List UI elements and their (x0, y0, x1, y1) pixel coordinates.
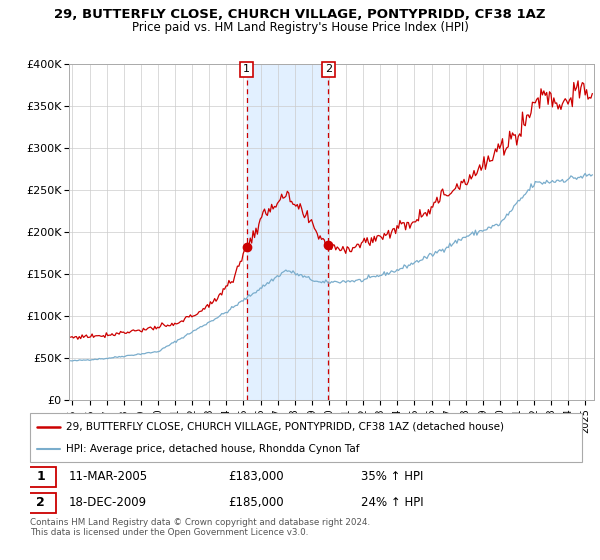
Text: £185,000: £185,000 (229, 496, 284, 509)
Text: 1: 1 (243, 64, 250, 74)
Text: 29, BUTTERFLY CLOSE, CHURCH VILLAGE, PONTYPRIDD, CF38 1AZ (detached house): 29, BUTTERFLY CLOSE, CHURCH VILLAGE, PON… (66, 422, 504, 432)
Text: Contains HM Land Registry data © Crown copyright and database right 2024.
This d: Contains HM Land Registry data © Crown c… (30, 518, 370, 538)
FancyBboxPatch shape (25, 493, 56, 513)
Text: 29, BUTTERFLY CLOSE, CHURCH VILLAGE, PONTYPRIDD, CF38 1AZ: 29, BUTTERFLY CLOSE, CHURCH VILLAGE, PON… (54, 8, 546, 21)
Text: 2: 2 (325, 64, 332, 74)
Text: 35% ↑ HPI: 35% ↑ HPI (361, 470, 424, 483)
Text: HPI: Average price, detached house, Rhondda Cynon Taf: HPI: Average price, detached house, Rhon… (66, 444, 359, 454)
Text: 18-DEC-2009: 18-DEC-2009 (68, 496, 147, 509)
FancyBboxPatch shape (25, 467, 56, 487)
Text: 11-MAR-2005: 11-MAR-2005 (68, 470, 148, 483)
Text: £183,000: £183,000 (229, 470, 284, 483)
Text: 2: 2 (36, 496, 45, 509)
Text: Price paid vs. HM Land Registry's House Price Index (HPI): Price paid vs. HM Land Registry's House … (131, 21, 469, 34)
Text: 24% ↑ HPI: 24% ↑ HPI (361, 496, 424, 509)
Bar (247, 64, 328, 400)
Text: 1: 1 (36, 470, 45, 483)
